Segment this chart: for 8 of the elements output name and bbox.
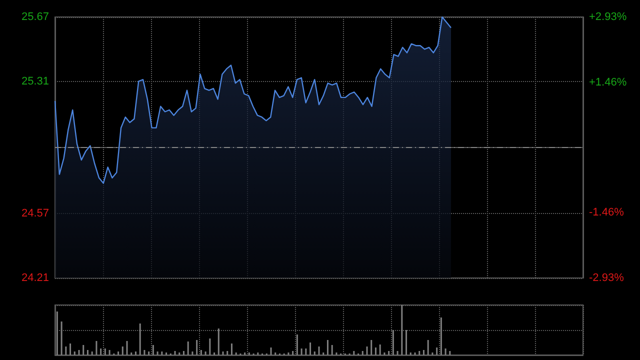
y2-tick-label: -1.46%: [589, 206, 624, 219]
y-tick-label: 24.21: [21, 272, 49, 284]
y-tick-label: 25.31: [21, 75, 49, 88]
y2-tick-label: -2.93%: [589, 272, 624, 284]
y-tick-label: 24.57: [21, 208, 49, 220]
y-tick-label: 25.67: [21, 11, 49, 23]
y2-tick-label: +2.93%: [589, 11, 627, 23]
y2-tick-label: +1.46%: [589, 76, 627, 88]
